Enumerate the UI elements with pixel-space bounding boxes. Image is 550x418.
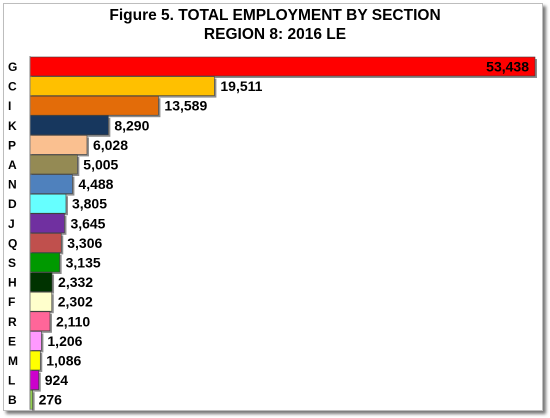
bar-p bbox=[29, 135, 88, 155]
value-label: 8,290 bbox=[114, 117, 149, 133]
value-label: 2,332 bbox=[58, 274, 93, 290]
bar-a bbox=[29, 154, 78, 175]
chart-subtitle: REGION 8: 2016 LE bbox=[203, 26, 347, 43]
category-label: K bbox=[8, 119, 17, 133]
chart-title: Figure 5. TOTAL EMPLOYMENT BY SECTION bbox=[109, 7, 441, 24]
category-label: H bbox=[8, 276, 17, 290]
value-label: 3,805 bbox=[72, 196, 107, 212]
bar-i bbox=[29, 95, 159, 116]
value-label: 276 bbox=[39, 392, 63, 408]
category-label: L bbox=[8, 374, 15, 388]
value-label: 2,302 bbox=[58, 294, 93, 310]
bar-n bbox=[29, 174, 73, 194]
bar-f bbox=[29, 291, 53, 312]
category-label: D bbox=[8, 197, 17, 211]
category-label: B bbox=[8, 393, 17, 407]
bar-q bbox=[29, 233, 62, 253]
bar-g bbox=[29, 56, 536, 77]
bar-c bbox=[29, 76, 215, 96]
value-label: 19,511 bbox=[220, 78, 262, 94]
bar-k bbox=[29, 115, 109, 136]
value-label: 5,005 bbox=[83, 157, 118, 173]
bar-d bbox=[29, 193, 67, 214]
bar-e bbox=[29, 331, 42, 351]
bar-h bbox=[29, 272, 53, 292]
category-label: R bbox=[8, 315, 17, 329]
value-label: 3,135 bbox=[66, 255, 101, 271]
value-label: 1,206 bbox=[47, 333, 82, 349]
value-label: 6,028 bbox=[93, 137, 128, 153]
category-label: G bbox=[8, 60, 17, 74]
category-label: M bbox=[8, 354, 18, 368]
value-label: 3,306 bbox=[67, 235, 102, 251]
category-label: Q bbox=[8, 236, 17, 250]
bar-s bbox=[29, 252, 60, 273]
value-label: 2,110 bbox=[56, 313, 90, 329]
category-label: N bbox=[8, 178, 17, 192]
category-label: I bbox=[8, 99, 11, 113]
value-label: 924 bbox=[45, 372, 69, 388]
category-label: C bbox=[8, 80, 17, 94]
category-label: F bbox=[8, 295, 15, 309]
bar-m bbox=[29, 350, 41, 371]
value-label: 53,438 bbox=[486, 59, 529, 75]
category-label: J bbox=[8, 217, 15, 231]
category-label: P bbox=[8, 138, 16, 152]
value-label: 3,645 bbox=[70, 215, 105, 231]
value-label: 1,086 bbox=[46, 353, 81, 369]
bar-l bbox=[29, 370, 40, 390]
value-label: 13,589 bbox=[164, 98, 207, 114]
category-label: A bbox=[8, 158, 17, 172]
category-label: S bbox=[8, 256, 16, 270]
bar-j bbox=[29, 213, 65, 234]
value-label: 4,488 bbox=[78, 176, 113, 192]
bar-r bbox=[29, 311, 51, 332]
bar-shadow bbox=[32, 392, 35, 412]
category-label: E bbox=[8, 334, 16, 348]
